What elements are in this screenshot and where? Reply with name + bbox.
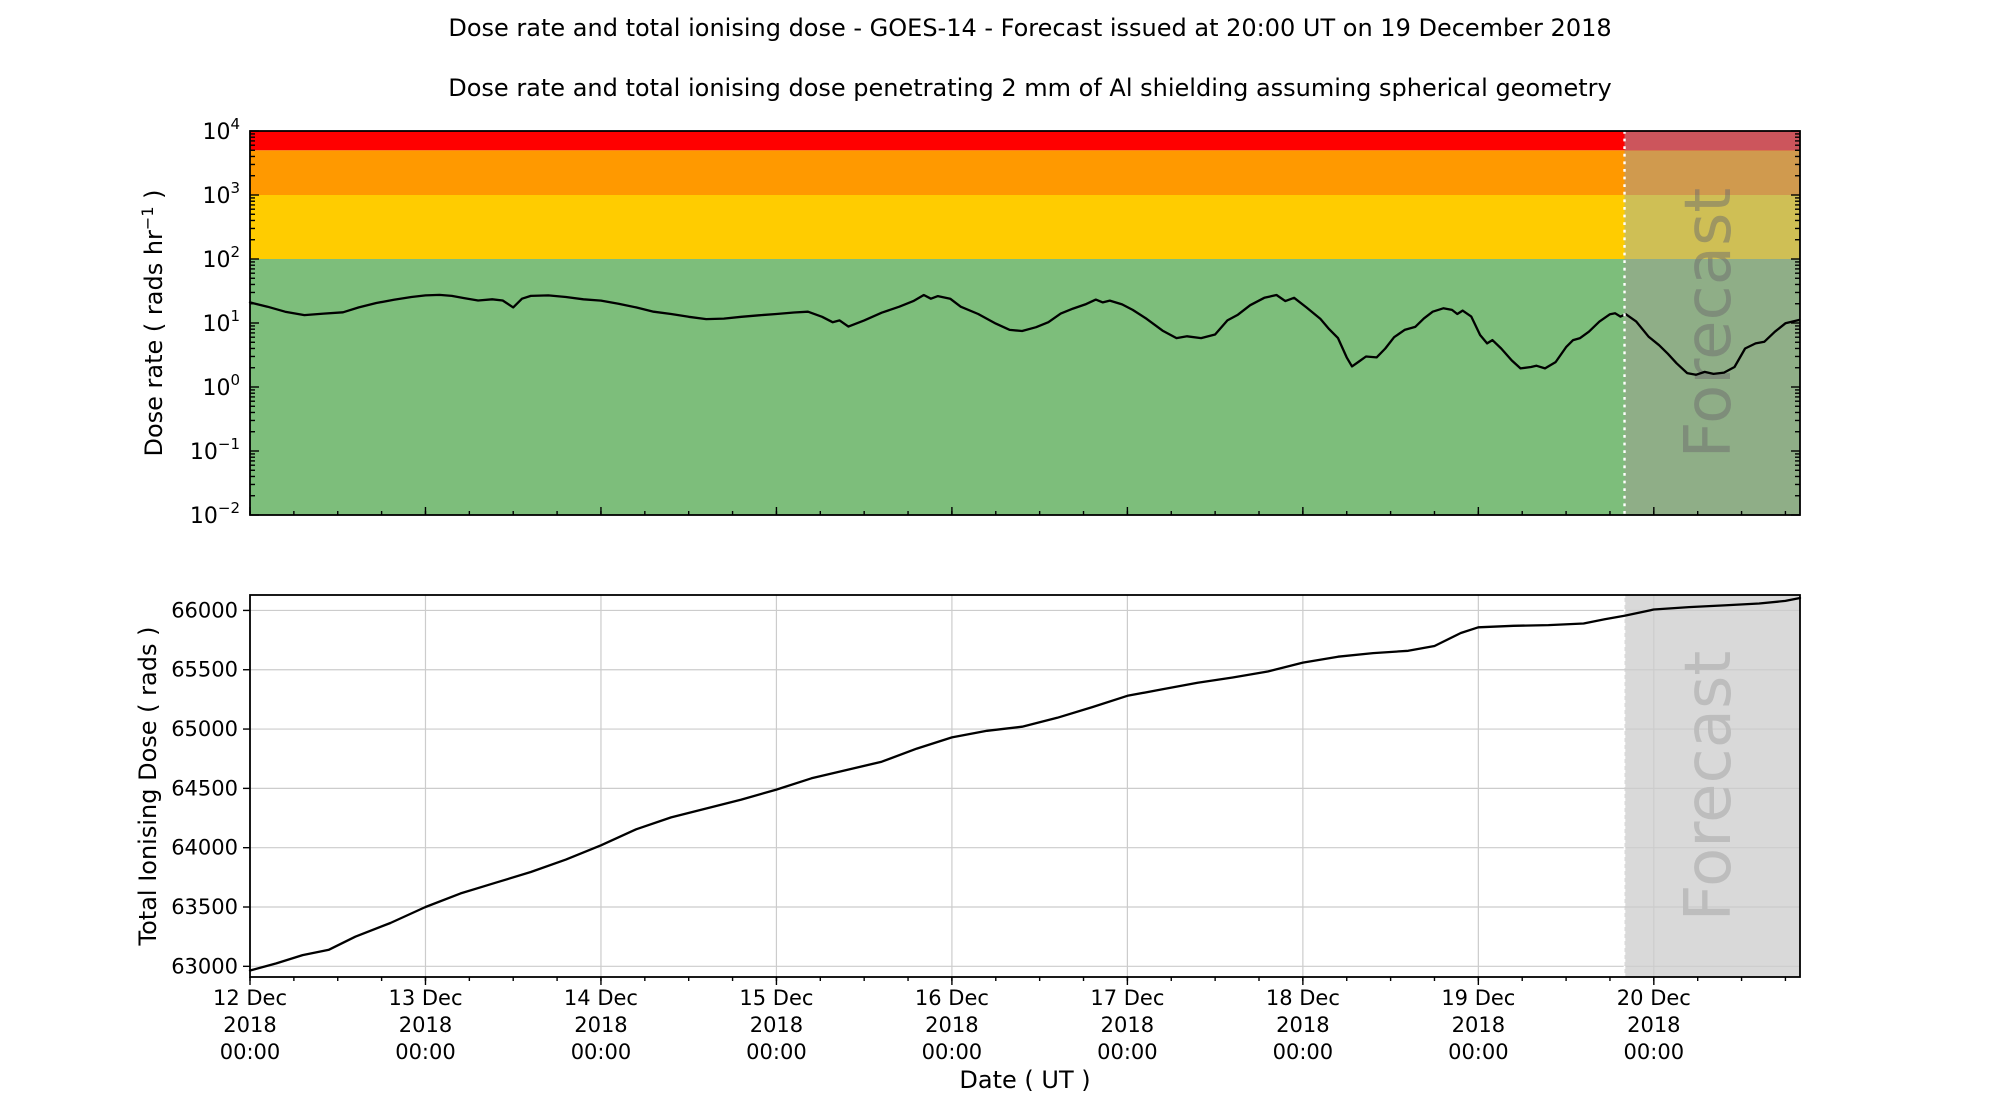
- x-tick-label: 2018: [1101, 1013, 1154, 1037]
- x-tick-label: 2018: [1627, 1013, 1680, 1037]
- tid-y-tick-label: 64500: [171, 776, 238, 800]
- x-tick-label: 00:00: [1624, 1040, 1685, 1064]
- x-tick-label: 00:00: [220, 1040, 281, 1064]
- dose-yellow-band: [250, 195, 1800, 259]
- x-tick-label: 2018: [1276, 1013, 1329, 1037]
- x-tick-label: 2018: [750, 1013, 803, 1037]
- tid-plot-ticks: [243, 609, 1787, 985]
- x-tick-label: 14 Dec: [564, 986, 638, 1010]
- x-axis-label: Date ( UT ): [959, 1066, 1090, 1094]
- x-tick-label: 2018: [925, 1013, 978, 1037]
- x-tick-label: 00:00: [1097, 1040, 1158, 1064]
- dose-orange-band-forecast: [1624, 150, 1800, 195]
- forecast-watermark-bottom: Forecast: [1672, 651, 1746, 922]
- tid-y-tick-label: 63500: [171, 895, 238, 919]
- dose-red-band-forecast: [1624, 131, 1800, 151]
- x-tick-label: 2018: [223, 1013, 276, 1037]
- x-tick-label: 17 Dec: [1090, 986, 1164, 1010]
- dose-yellow-band-forecast: [1624, 195, 1800, 259]
- x-tick-label: 20 Dec: [1617, 986, 1691, 1010]
- dose-rate-line: [248, 293, 1801, 376]
- tid-grid: [250, 595, 1800, 977]
- tid-y-tick-label: 64000: [171, 836, 238, 860]
- x-tick-label: 16 Dec: [915, 986, 989, 1010]
- x-tick-label: 15 Dec: [739, 986, 813, 1010]
- dose-y-tick-label: 10−1: [190, 435, 240, 465]
- x-tick-label: 13 Dec: [388, 986, 462, 1010]
- x-tick-label: 18 Dec: [1266, 986, 1340, 1010]
- dose-green-band: [250, 259, 1800, 515]
- x-tick-label: 00:00: [746, 1040, 807, 1064]
- x-tick-label: 12 Dec: [213, 986, 287, 1010]
- dose-y-tick-label: 102: [202, 243, 240, 273]
- tid-y-tick-label: 66000: [171, 598, 238, 622]
- dose-plot-frame: [249, 130, 1801, 516]
- x-tick-label: 2018: [574, 1013, 627, 1037]
- x-tick-label: 00:00: [1273, 1040, 1334, 1064]
- dose-y-tick-label: 101: [202, 307, 240, 337]
- x-tick-label: 2018: [1452, 1013, 1505, 1037]
- dose-y-tick-label: 103: [202, 179, 240, 209]
- x-tick-label: 00:00: [1448, 1040, 1509, 1064]
- chart-subtitle: Dose rate and total ionising dose penetr…: [448, 74, 1612, 102]
- x-tick-label: 00:00: [571, 1040, 632, 1064]
- tid-plot-frame: [249, 594, 1801, 978]
- x-tick-label: 2018: [399, 1013, 452, 1037]
- dose-y-tick-label: 104: [202, 115, 240, 145]
- dose-green-band-forecast: [1624, 259, 1800, 515]
- tid-y-tick-label: 63000: [171, 954, 238, 978]
- x-tick-label: 19 Dec: [1441, 986, 1515, 1010]
- dose-red-band: [250, 131, 1800, 151]
- dose-y-tick-label: 100: [202, 371, 240, 401]
- chart-title: Dose rate and total ionising dose - GOES…: [448, 14, 1612, 42]
- dose-y-tick-label: 10−2: [190, 499, 240, 529]
- total-ionising-dose-line: [248, 596, 1802, 972]
- tid-y-tick-label: 65500: [171, 658, 238, 682]
- tid-y-tick-label: 65000: [171, 717, 238, 741]
- x-tick-label: 00:00: [922, 1040, 983, 1064]
- dose-orange-band: [250, 150, 1800, 195]
- forecast-watermark-top: Forecast: [1672, 188, 1746, 459]
- x-tick-label: 00:00: [395, 1040, 456, 1064]
